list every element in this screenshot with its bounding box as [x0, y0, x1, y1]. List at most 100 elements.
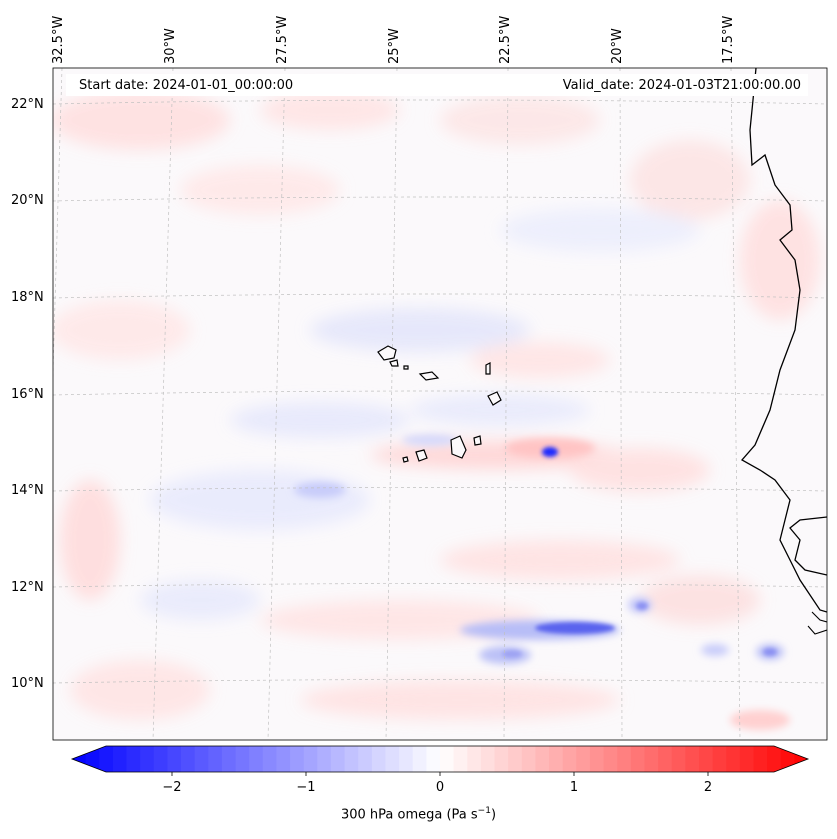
omega-strong — [502, 447, 777, 658]
lon-label-20w: 20°W — [610, 28, 625, 64]
colorbar-label: 300 hPa omega (Pa s−1) — [0, 806, 837, 822]
colorbar-segment — [589, 746, 605, 772]
island-maio — [473, 435, 482, 446]
colorbar-segment — [508, 746, 523, 772]
lon-label-30w: 30°W — [163, 28, 178, 64]
colorbar-segment — [698, 746, 714, 772]
island-brava — [402, 456, 409, 463]
colorbar-label-suffix: ) — [490, 807, 497, 823]
colorbar-segment — [330, 746, 346, 772]
lon-label-32-5w: 32.5°W — [51, 15, 66, 64]
colorbar-segment — [385, 746, 400, 772]
header-box — [66, 74, 808, 96]
lon-label-22-5w: 22.5°W — [498, 15, 513, 64]
colorbar-segment — [358, 746, 373, 772]
colorbar-segment — [317, 746, 332, 772]
valid-date-label: Valid_date: 2024-01-03T21:00:00.00 — [562, 78, 801, 93]
lat-label-20n: 20°N — [11, 193, 44, 208]
colorbar-segment — [126, 746, 141, 772]
graticule — [53, 68, 827, 740]
colorbar-segment — [453, 746, 468, 772]
colorbar-segment — [644, 746, 659, 772]
bijagos-coast — [807, 611, 827, 635]
colorbar-segment — [249, 746, 264, 772]
colorbar-segment — [153, 746, 169, 772]
colorbar-segment — [671, 746, 686, 772]
colorbar-segment — [167, 746, 182, 772]
lat-label-22n: 22°N — [11, 97, 44, 112]
colorbar-segment — [371, 746, 387, 772]
colorbar-segment — [521, 746, 537, 772]
omega-field — [53, 90, 820, 720]
colorbar-segment — [72, 746, 87, 772]
colorbar-tick-label: 2 — [703, 780, 713, 795]
colorbar-segment — [426, 746, 441, 772]
map-frame — [52, 67, 828, 741]
colorbar-segment — [494, 746, 509, 772]
colorbar-tick-label: −2 — [162, 780, 182, 795]
island-boa-vista — [487, 391, 502, 406]
map-panel — [53, 68, 827, 740]
colorbar-segment — [780, 746, 795, 772]
island-santo-antao — [377, 345, 397, 361]
colorbar-segment — [290, 746, 305, 772]
colorbar-segment — [576, 746, 591, 772]
colorbar-segment — [140, 746, 155, 772]
colorbar-segment — [208, 746, 223, 772]
colorbar-segment — [603, 746, 618, 772]
colorbar-segment — [480, 746, 496, 772]
colorbar-segment — [467, 746, 482, 772]
colorbar-ticks — [171, 772, 709, 776]
africa-coastline — [740, 68, 827, 613]
colorbar-segment — [753, 746, 768, 772]
island-sal — [485, 362, 491, 375]
colorbar-segment — [685, 746, 700, 772]
colorbar-segment — [712, 746, 727, 772]
colorbar-tick-label: 1 — [569, 780, 579, 795]
colorbar-segment — [112, 746, 128, 772]
colorbar-segment — [99, 746, 114, 772]
colorbar-segment — [276, 746, 291, 772]
lat-label-18n: 18°N — [11, 290, 44, 305]
colorbar-tick-label: −1 — [296, 780, 316, 795]
colorbar-segment — [194, 746, 209, 772]
lon-label-25w: 25°W — [387, 28, 402, 64]
lat-label-12n: 12°N — [11, 580, 44, 595]
colorbar-segment — [221, 746, 237, 772]
colorbar-segment — [181, 746, 196, 772]
africa-coast-south — [789, 516, 827, 576]
colorbar-segment — [535, 746, 550, 772]
cape-verde-islands — [377, 345, 502, 463]
colorbar-segment — [767, 746, 782, 772]
colorbar-segment — [303, 746, 318, 772]
start-date-label: Start date: 2024-01-01_00:00:00 — [79, 78, 294, 93]
colorbar-tick-label: 0 — [435, 780, 445, 795]
colorbar-segment — [739, 746, 755, 772]
colorbar-segment — [549, 746, 564, 772]
island-fogo — [415, 449, 428, 462]
colorbar-label-main: 300 hPa omega (Pa s — [340, 807, 478, 823]
colorbar-segment — [658, 746, 673, 772]
colorbar-segment — [794, 746, 808, 772]
island-sao-vicente — [389, 359, 399, 367]
lon-label-27-5w: 27.5°W — [275, 15, 290, 64]
colorbar-segment — [262, 746, 278, 772]
lat-label-16n: 16°N — [11, 387, 44, 402]
island-santiago — [450, 435, 467, 459]
colorbar-segment — [235, 746, 250, 772]
colorbar-segment — [399, 746, 414, 772]
colorbar-segment — [85, 746, 100, 772]
colorbar — [70, 745, 810, 776]
colorbar-segment — [726, 746, 741, 772]
colorbar-segment — [440, 746, 455, 772]
colorbar-segment — [562, 746, 577, 772]
colorbar-segment — [412, 746, 427, 772]
colorbar-outline — [70, 745, 810, 773]
lon-label-17-5w: 17.5°W — [721, 15, 736, 64]
colorbar-segment — [630, 746, 646, 772]
colorbar-segment — [344, 746, 359, 772]
island-sao-nicolau — [418, 371, 440, 381]
colorbar-segment — [617, 746, 632, 772]
island-santa-luzia — [403, 365, 409, 370]
